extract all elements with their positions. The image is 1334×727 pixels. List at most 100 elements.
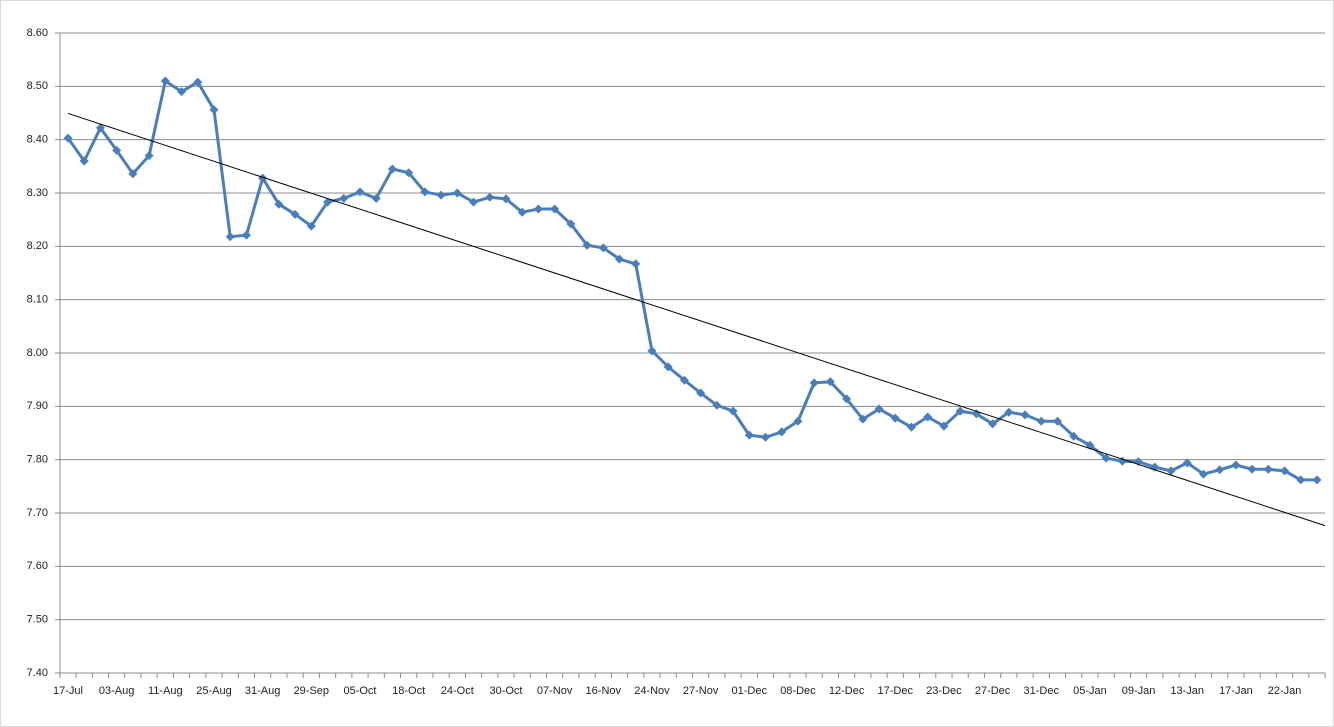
data-marker: [825, 377, 835, 387]
y-tick-label: 7.90: [27, 400, 48, 412]
data-marker: [79, 156, 89, 166]
x-tick-label: 05-Jan: [1073, 685, 1107, 697]
data-marker: [436, 190, 446, 200]
data-marker: [1263, 464, 1273, 474]
x-tick-label: 12-Dec: [829, 685, 865, 697]
data-marker: [809, 378, 819, 388]
data-marker: [842, 394, 852, 404]
data-marker: [1182, 458, 1192, 468]
data-marker: [728, 406, 738, 416]
data-marker: [550, 204, 560, 214]
y-tick-label: 8.50: [27, 80, 48, 92]
data-marker: [696, 388, 706, 398]
data-marker: [793, 416, 803, 426]
y-tick-label: 8.20: [27, 240, 48, 252]
data-marker: [225, 232, 235, 242]
data-marker: [1231, 460, 1241, 470]
data-marker: [566, 219, 576, 229]
data-marker: [112, 145, 122, 155]
data-marker: [939, 421, 949, 431]
data-marker: [95, 123, 105, 133]
x-tick-label: 29-Sep: [294, 685, 329, 697]
data-marker: [371, 193, 381, 203]
data-marker: [777, 427, 787, 437]
data-marker: [923, 412, 933, 422]
data-marker: [306, 221, 316, 231]
data-marker: [1296, 475, 1306, 485]
data-marker: [533, 204, 543, 214]
y-tick-label: 8.10: [27, 294, 48, 306]
x-tick-label: 05-Oct: [343, 685, 376, 697]
data-marker: [890, 413, 900, 423]
x-tick-label: 27-Nov: [683, 685, 719, 697]
data-marker: [582, 240, 592, 250]
data-marker: [874, 404, 884, 414]
data-marker: [1166, 466, 1176, 476]
y-tick-label: 7.40: [27, 667, 48, 679]
x-tick-label: 31-Aug: [245, 685, 280, 697]
data-marker: [615, 254, 625, 264]
data-marker: [663, 362, 673, 372]
data-marker: [485, 192, 495, 202]
data-marker: [1215, 465, 1225, 475]
data-marker: [955, 406, 965, 416]
x-tick-label: 24-Nov: [634, 685, 670, 697]
data-marker: [760, 432, 770, 442]
x-tick-label: 25-Aug: [196, 685, 231, 697]
data-marker: [160, 76, 170, 86]
data-marker: [517, 207, 527, 217]
data-marker: [1020, 410, 1030, 420]
data-marker: [209, 105, 219, 115]
trendline: [67, 112, 1326, 527]
data-marker: [1312, 475, 1322, 485]
data-marker: [1247, 464, 1257, 474]
data-marker: [647, 346, 657, 356]
data-marker: [1198, 469, 1208, 479]
x-tick-label: 30-Oct: [489, 685, 522, 697]
data-marker: [1280, 466, 1290, 476]
data-marker: [501, 194, 511, 204]
data-marker: [339, 193, 349, 203]
data-marker: [323, 197, 333, 207]
x-tick-label: 16-Nov: [586, 685, 622, 697]
x-tick-label: 03-Aug: [99, 685, 134, 697]
y-tick-label: 7.60: [27, 560, 48, 572]
x-tick-label: 31-Dec: [1024, 685, 1060, 697]
data-marker: [290, 209, 300, 219]
x-tick-label: 01-Dec: [732, 685, 768, 697]
y-tick-label: 8.30: [27, 187, 48, 199]
data-marker: [193, 77, 203, 87]
data-marker: [988, 419, 998, 429]
y-tick-label: 8.00: [27, 347, 48, 359]
x-tick-label: 27-Dec: [975, 685, 1011, 697]
x-tick-label: 17-Dec: [878, 685, 914, 697]
y-tick-label: 8.40: [27, 134, 48, 146]
data-marker: [1052, 416, 1062, 426]
data-marker: [128, 169, 138, 179]
x-tick-label: 09-Jan: [1122, 685, 1156, 697]
data-marker: [906, 422, 916, 432]
x-tick-label: 17-Jul: [53, 685, 83, 697]
data-marker: [1069, 431, 1079, 441]
data-marker: [1117, 456, 1127, 466]
data-marker: [1004, 407, 1014, 417]
x-tick-label: 23-Dec: [926, 685, 962, 697]
x-tick-label: 24-Oct: [441, 685, 474, 697]
x-tick-label: 13-Jan: [1170, 685, 1204, 697]
x-tick-label: 22-Jan: [1268, 685, 1302, 697]
data-marker: [679, 375, 689, 385]
data-marker: [631, 259, 641, 269]
data-marker: [858, 414, 868, 424]
data-marker: [420, 187, 430, 197]
data-marker: [355, 187, 365, 197]
x-tick-label: 18-Oct: [392, 685, 425, 697]
x-tick-label: 07-Nov: [537, 685, 573, 697]
x-tick-label: 08-Dec: [780, 685, 816, 697]
data-marker: [712, 400, 722, 410]
x-tick-label: 11-Aug: [148, 685, 183, 697]
data-marker: [1036, 416, 1046, 426]
y-tick-label: 7.70: [27, 507, 48, 519]
data-marker: [744, 430, 754, 440]
y-tick-label: 7.80: [27, 454, 48, 466]
